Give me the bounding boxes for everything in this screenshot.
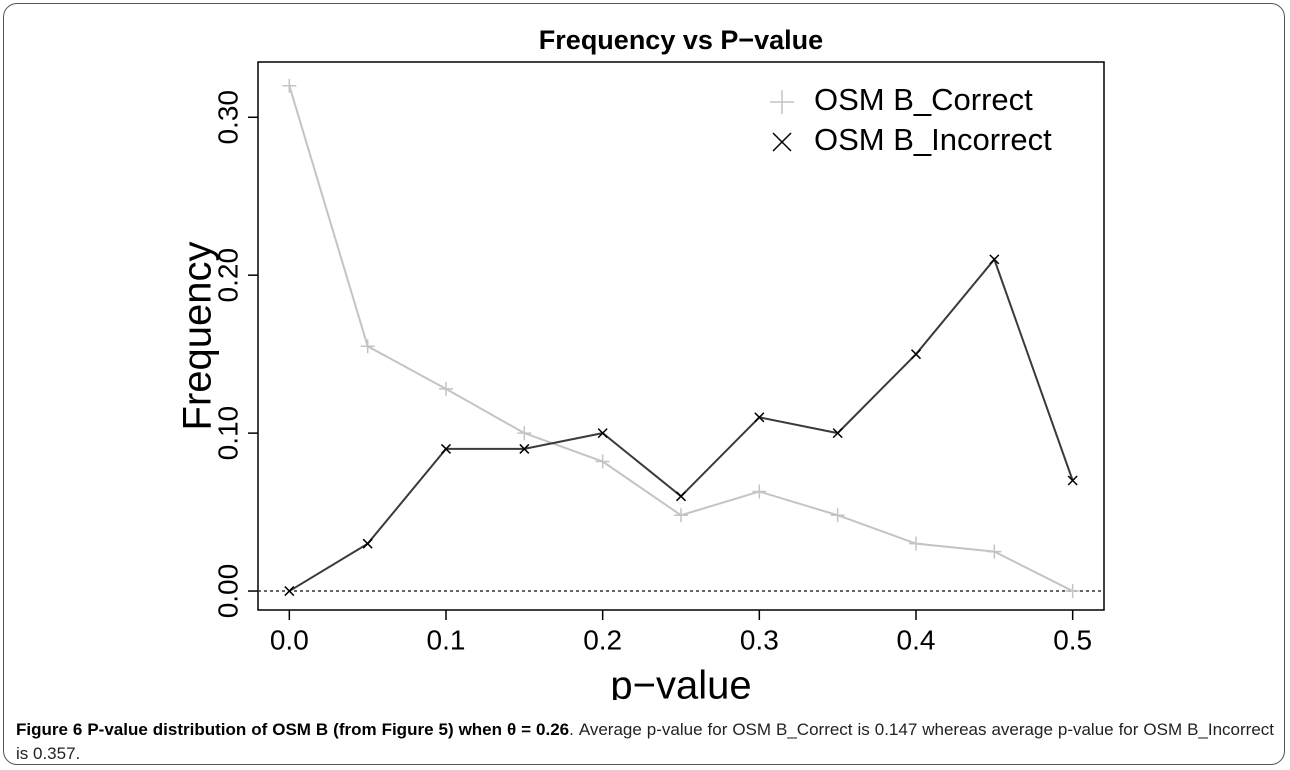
point: [360, 339, 375, 354]
point: [674, 508, 688, 523]
x-tick-label: 0.4: [897, 624, 936, 655]
point: [1065, 584, 1080, 599]
legend-marker: [772, 132, 792, 152]
x-tick-label: 0.0: [270, 624, 309, 655]
point: [987, 544, 1002, 559]
point: [830, 508, 845, 523]
point: [909, 536, 923, 551]
series-line: [288, 257, 1074, 592]
point: [1067, 475, 1078, 486]
point: [597, 428, 608, 439]
plot-box: [257, 61, 1105, 611]
point: [362, 538, 373, 549]
caption-text: . Average p-value for OSM B_Correct is 0…: [16, 720, 1275, 763]
point: [282, 78, 297, 93]
caption-label: Figure 6: [16, 720, 83, 739]
x-tick-label: 0.3: [740, 624, 779, 655]
chart: Frequency vs P−value p−value Frequency 0…: [176, 25, 1105, 700]
point: [910, 349, 922, 360]
x-tick-label: 0.2: [583, 624, 622, 655]
point: [989, 254, 1000, 265]
y-tick-label: 0.10: [212, 406, 243, 461]
y-tick-label: 0.20: [212, 248, 243, 303]
x-axis-label: p−value: [610, 664, 751, 700]
point: [752, 484, 767, 499]
legend-label: OSM B_Correct: [814, 82, 1033, 117]
caption: Figure 6 P-value distribution of OSM B (…: [16, 718, 1274, 766]
point: [519, 443, 530, 454]
point: [517, 426, 532, 441]
point: [754, 412, 765, 423]
point: [440, 443, 452, 454]
y-axis-label: Frequency: [176, 242, 220, 431]
point: [284, 586, 295, 597]
caption-title: P-value distribution of OSM B (from Figu…: [87, 720, 570, 739]
x-tick-label: 0.5: [1053, 624, 1092, 655]
legend-marker: [770, 90, 794, 114]
legend-label: OSM B_Incorrect: [814, 122, 1052, 157]
figure-frame: [3, 3, 1285, 765]
point: [832, 428, 843, 439]
chart-title: Frequency vs P−value: [539, 25, 823, 55]
y-tick-label: 0.00: [212, 564, 243, 619]
y-tick-label: 0.30: [212, 90, 243, 145]
point: [675, 491, 687, 502]
point: [595, 454, 610, 469]
x-tick-label: 0.1: [427, 624, 466, 655]
point: [439, 381, 453, 396]
